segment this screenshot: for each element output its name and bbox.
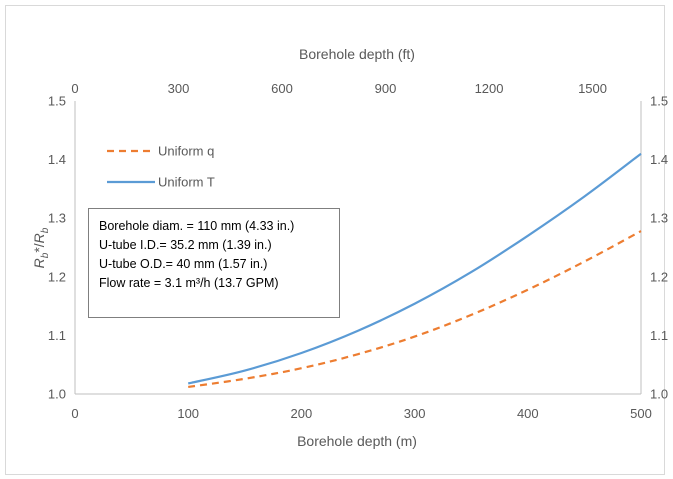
x2-axis-title: Borehole depth (ft) [299, 46, 415, 62]
series-line-uniform-q [188, 230, 642, 389]
y-tick-label: 1.3 [48, 211, 66, 226]
y2-tick-label: 1.0 [650, 387, 668, 402]
y-tick-label: 1.4 [48, 152, 66, 167]
y2-tick-label: 1.1 [650, 328, 668, 343]
x2-tick-label: 600 [271, 81, 293, 96]
y-tick-label: 1.1 [48, 328, 66, 343]
y2-tick-label: 1.4 [650, 152, 668, 167]
x2-tick-label: 300 [168, 81, 190, 96]
y-tick-label: 1.2 [48, 269, 66, 284]
axes [74, 101, 642, 395]
y-axis-title-sub-2: b [40, 227, 51, 233]
legend-label-uniform-t: Uniform T [158, 175, 215, 190]
y-axis-title-main-2: R [31, 233, 47, 243]
y2-tick-label: 1.2 [650, 269, 668, 284]
y-axis-title-slash: */ [31, 243, 47, 252]
svg-text:Rb*/Rb: Rb*/Rb [31, 227, 51, 268]
x-tick-label: 100 [177, 406, 199, 421]
y-tick-label: 1.0 [48, 387, 66, 402]
parameters-annotation-box: Borehole diam. = 110 mm (4.33 in.) U-tub… [88, 208, 340, 318]
x-tick-label: 500 [630, 406, 652, 421]
x-tick-label: 400 [517, 406, 539, 421]
annotation-utube-id: U-tube I.D.= 35.2 mm (1.39 in.) [99, 238, 272, 252]
y-axis-title-sub-1: b [40, 252, 51, 258]
y-axis-title-main-1: R [31, 258, 47, 268]
legend-label-uniform-q: Uniform q [158, 144, 214, 159]
x-tick-label: 200 [291, 406, 313, 421]
y2-tick-label: 1.5 [650, 94, 668, 109]
x-tick-label: 300 [404, 406, 426, 421]
x2-tick-label: 1200 [475, 81, 504, 96]
series-line-uniform-t [187, 152, 642, 385]
x-axis-title: Borehole depth (m) [297, 433, 417, 449]
y2-tick-label: 1.3 [650, 211, 668, 226]
tick-labels: 0 100 200 300 400 500 0 300 600 900 1200 1500 1.0 1.1… [48, 81, 668, 421]
x2-tick-label: 900 [375, 81, 397, 96]
annotation-flow-rate: Flow rate = 3.1 m³/h (13.7 GPM) [99, 276, 279, 290]
x2-tick-label: 0 [71, 81, 78, 96]
y-tick-label: 1.5 [48, 94, 66, 109]
annotation-borehole-diam: Borehole diam. = 110 mm (4.33 in.) [99, 219, 295, 233]
legend: Uniform q Uniform T [107, 144, 215, 190]
series-layer [187, 152, 642, 389]
x-tick-label: 0 [71, 406, 78, 421]
y-axis-title: Rb*/Rb [31, 227, 51, 268]
x2-tick-label: 1500 [578, 81, 607, 96]
annotation-utube-od: U-tube O.D.= 40 mm (1.57 in.) [99, 257, 268, 271]
